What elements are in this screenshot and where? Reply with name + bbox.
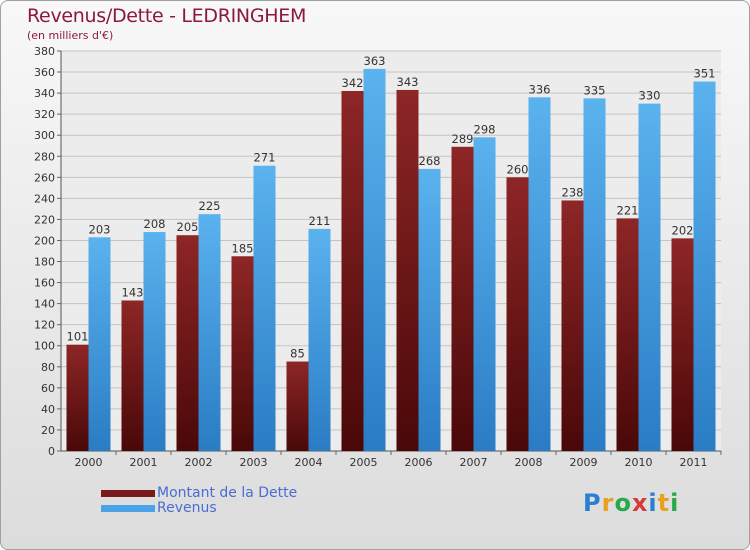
value-label-dette: 238 bbox=[562, 185, 584, 199]
proxiti-logo: Proxiti bbox=[583, 489, 679, 517]
x-tick-label: 2007 bbox=[460, 456, 488, 469]
x-tick-label: 2008 bbox=[515, 456, 543, 469]
bar-revenus bbox=[583, 98, 606, 452]
y-tick-label: 140 bbox=[34, 298, 55, 311]
y-tick-label: 220 bbox=[34, 213, 55, 226]
bar-revenus bbox=[528, 97, 551, 451]
logo-letter: P bbox=[583, 489, 602, 517]
x-tick-label: 2009 bbox=[570, 456, 598, 469]
bar-dette bbox=[176, 235, 199, 451]
y-tick-label: 60 bbox=[41, 382, 55, 395]
value-label-dette: 260 bbox=[507, 162, 529, 176]
bar-dette bbox=[506, 177, 529, 451]
bar-revenus bbox=[693, 81, 716, 452]
legend-label-revenus: Revenus bbox=[157, 500, 217, 516]
bar-dette bbox=[286, 361, 309, 451]
value-label-revenus: 268 bbox=[419, 154, 441, 168]
value-label-dette: 221 bbox=[617, 203, 639, 217]
logo-letter: r bbox=[601, 489, 615, 517]
value-label-dette: 143 bbox=[122, 285, 144, 299]
value-label-dette: 85 bbox=[290, 347, 305, 361]
logo-letter: o bbox=[614, 489, 632, 517]
bar-dette bbox=[561, 200, 584, 451]
legend-swatch-dette bbox=[101, 490, 155, 497]
y-tick-label: 200 bbox=[34, 234, 55, 247]
value-label-dette: 289 bbox=[452, 132, 474, 146]
value-label-dette: 342 bbox=[342, 76, 364, 90]
y-tick-label: 100 bbox=[34, 340, 55, 353]
value-label-dette: 101 bbox=[67, 330, 89, 344]
bar-revenus bbox=[473, 137, 496, 451]
logo-letter: i bbox=[648, 489, 658, 517]
logo-letter: t bbox=[657, 489, 671, 517]
chart-title: Revenus/Dette - LEDRINGHEM bbox=[27, 5, 307, 27]
value-label-revenus: 363 bbox=[364, 54, 386, 68]
chart-subtitle: (en milliers d'€) bbox=[27, 29, 114, 42]
y-tick-label: 20 bbox=[41, 424, 55, 437]
y-tick-label: 300 bbox=[34, 129, 55, 142]
bar-dette bbox=[231, 256, 254, 451]
y-tick-label: 180 bbox=[34, 256, 55, 269]
value-label-dette: 205 bbox=[177, 220, 199, 234]
bar-revenus bbox=[88, 237, 111, 451]
bar-dette bbox=[451, 146, 474, 451]
x-tick-label: 2004 bbox=[295, 456, 323, 469]
bar-revenus bbox=[253, 165, 276, 451]
x-tick-label: 2011 bbox=[680, 456, 708, 469]
x-tick-label: 2000 bbox=[75, 456, 103, 469]
value-label-revenus: 203 bbox=[89, 222, 111, 236]
bar-revenus bbox=[363, 68, 386, 451]
y-tick-label: 80 bbox=[41, 361, 55, 374]
y-tick-label: 160 bbox=[34, 277, 55, 290]
value-label-revenus: 271 bbox=[254, 151, 276, 165]
value-label-revenus: 335 bbox=[584, 83, 606, 97]
legend-swatch-revenus bbox=[101, 505, 155, 512]
y-tick-label: 360 bbox=[34, 66, 55, 79]
x-tick-label: 2006 bbox=[405, 456, 433, 469]
plot-area bbox=[61, 51, 721, 451]
bar-revenus bbox=[308, 228, 331, 451]
value-label-revenus: 298 bbox=[474, 122, 496, 136]
bar-dette bbox=[121, 300, 144, 451]
bar-revenus bbox=[198, 214, 221, 451]
y-tick-label: 260 bbox=[34, 171, 55, 184]
bar-revenus bbox=[143, 232, 166, 451]
y-tick-label: 0 bbox=[48, 445, 55, 458]
bar-revenus bbox=[418, 168, 441, 452]
value-label-revenus: 351 bbox=[694, 67, 716, 81]
x-tick-label: 2002 bbox=[185, 456, 213, 469]
bar-dette bbox=[396, 89, 419, 452]
legend-label-dette: Montant de la Dette bbox=[157, 485, 298, 501]
y-tick-label: 280 bbox=[34, 150, 55, 163]
y-tick-label: 120 bbox=[34, 319, 55, 332]
value-label-dette: 185 bbox=[232, 241, 254, 255]
x-tick-label: 2001 bbox=[130, 456, 158, 469]
y-tick-label: 340 bbox=[34, 87, 55, 100]
value-label-revenus: 211 bbox=[309, 214, 331, 228]
x-tick-label: 2010 bbox=[625, 456, 653, 469]
logo-letter: i bbox=[670, 489, 680, 517]
x-tick-label: 2005 bbox=[350, 456, 378, 469]
logo-letter: x bbox=[631, 489, 649, 517]
value-label-dette: 343 bbox=[397, 75, 419, 89]
value-label-revenus: 208 bbox=[144, 217, 166, 231]
y-tick-label: 320 bbox=[34, 108, 55, 121]
value-label-revenus: 336 bbox=[529, 82, 551, 96]
value-label-revenus: 330 bbox=[639, 89, 661, 103]
y-tick-label: 380 bbox=[34, 45, 55, 58]
value-label-revenus: 225 bbox=[199, 199, 221, 213]
bar-dette bbox=[671, 238, 694, 451]
bar-dette bbox=[341, 91, 364, 451]
y-tick-label: 40 bbox=[41, 403, 55, 416]
bar-dette bbox=[66, 344, 89, 451]
value-label-dette: 202 bbox=[672, 223, 694, 237]
x-tick-label: 2003 bbox=[240, 456, 268, 469]
y-tick-label: 240 bbox=[34, 192, 55, 205]
bar-dette bbox=[616, 218, 639, 451]
bar-revenus bbox=[638, 103, 661, 451]
